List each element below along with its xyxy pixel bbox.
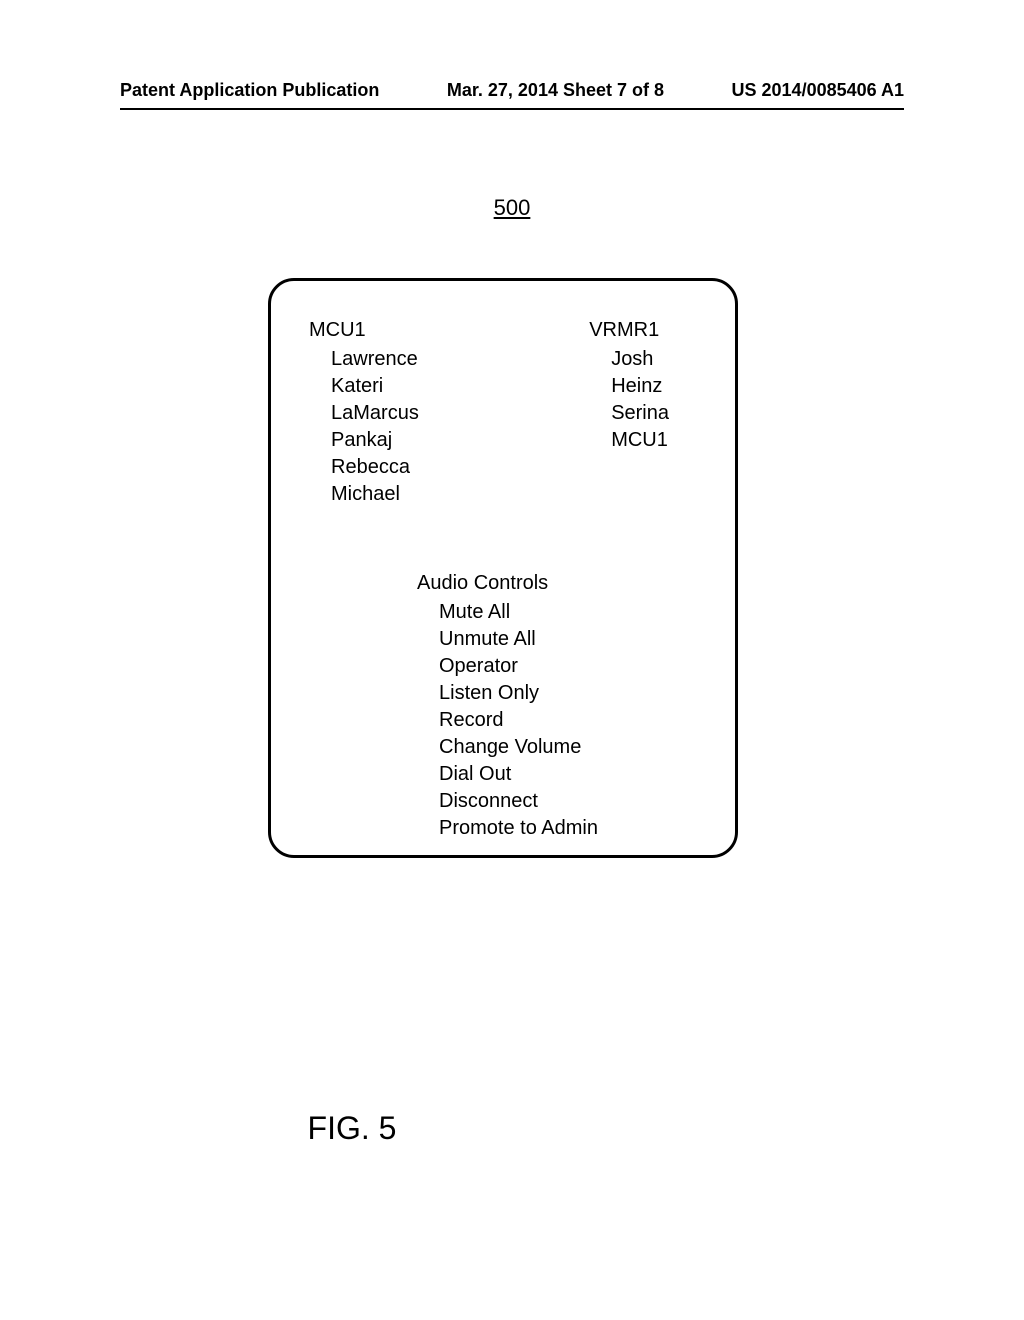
header-center: Mar. 27, 2014 Sheet 7 of 8 [447, 80, 664, 101]
mcu-list-items: Lawrence Kateri LaMarcus Pankaj Rebecca … [309, 346, 419, 508]
audio-controls-title: Audio Controls [417, 570, 697, 597]
list-item: Josh [611, 346, 669, 373]
mcu-list-title: MCU1 [309, 317, 419, 344]
vrmr-list-title: VRMR1 [589, 317, 669, 344]
header-left: Patent Application Publication [120, 80, 379, 101]
header-right: US 2014/0085406 A1 [732, 80, 904, 101]
vrmr-list: VRMR1 Josh Heinz Serina MCU1 [589, 317, 669, 508]
list-item: LaMarcus [331, 400, 419, 427]
audio-controls: Audio Controls Mute All Unmute All Opera… [309, 570, 697, 842]
vrmr-list-items: Josh Heinz Serina MCU1 [589, 346, 669, 454]
page-header: Patent Application Publication Mar. 27, … [0, 80, 1024, 101]
list-item: Kateri [331, 373, 419, 400]
list-item: Serina [611, 400, 669, 427]
mcu-list: MCU1 Lawrence Kateri LaMarcus Pankaj Reb… [309, 317, 419, 508]
list-item: Heinz [611, 373, 669, 400]
list-item: MCU1 [611, 427, 669, 454]
list-item: Promote to Admin [439, 815, 697, 842]
list-item: Record [439, 707, 697, 734]
list-item: Disconnect [439, 788, 697, 815]
list-item: Unmute All [439, 626, 697, 653]
list-item: Dial Out [439, 761, 697, 788]
list-item: Pankaj [331, 427, 419, 454]
list-item: Operator [439, 653, 697, 680]
reference-number: 500 [0, 195, 1024, 221]
list-item: Listen Only [439, 680, 697, 707]
list-item: Rebecca [331, 454, 419, 481]
header-divider [120, 108, 904, 110]
list-item: Lawrence [331, 346, 419, 373]
list-item: Mute All [439, 599, 697, 626]
ui-panel: MCU1 Lawrence Kateri LaMarcus Pankaj Reb… [268, 278, 738, 858]
list-item: Change Volume [439, 734, 697, 761]
figure-label: FIG. 5 [0, 1110, 1024, 1147]
audio-controls-items: Mute All Unmute All Operator Listen Only… [417, 599, 697, 842]
participant-lists: MCU1 Lawrence Kateri LaMarcus Pankaj Reb… [309, 317, 697, 508]
list-item: Michael [331, 481, 419, 508]
